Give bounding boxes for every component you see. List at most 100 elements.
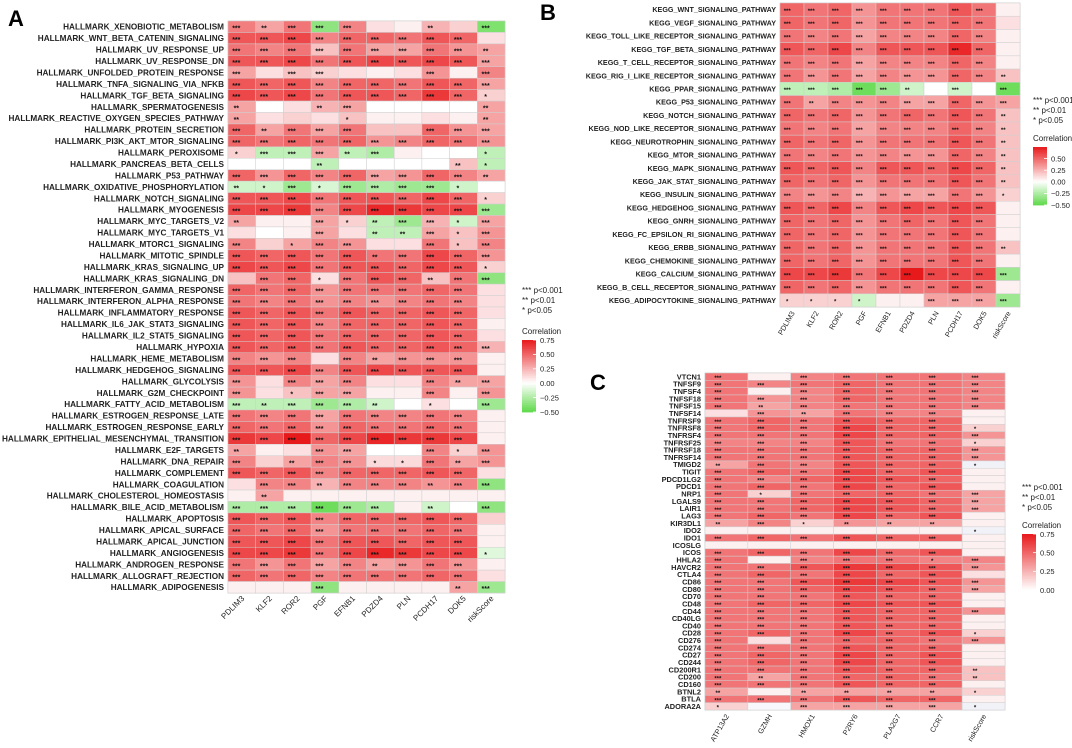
heatmap-cell xyxy=(393,112,423,125)
heatmap-cell xyxy=(747,372,791,381)
significance-label: *** xyxy=(856,220,864,226)
significance-label: *** xyxy=(1000,88,1008,94)
significance-label: *** xyxy=(929,413,937,419)
significance-label: * xyxy=(484,552,487,559)
heatmap-cell xyxy=(790,673,834,681)
significance-label: *** xyxy=(808,286,816,292)
heatmap-cell xyxy=(876,548,920,557)
row-label: CD27 xyxy=(682,651,701,660)
significance-label: *** xyxy=(232,83,240,90)
colorbar-tick-label: −0.50 xyxy=(1051,201,1070,210)
colorbar-tick-label: 0.25 xyxy=(1040,567,1055,576)
significance-label: *** xyxy=(315,369,323,376)
heatmap-cell xyxy=(833,402,877,410)
significance-label: *** xyxy=(454,129,462,136)
significance-label: *** xyxy=(808,75,816,81)
row-label: HALLMARK_KRAS_SIGNALING_UP xyxy=(84,263,225,272)
heatmap-cell xyxy=(790,599,834,608)
significance-label: *** xyxy=(232,254,240,261)
colorbar-segment xyxy=(1033,177,1047,180)
column-label: KLF2 xyxy=(804,310,820,329)
significance-label: *** xyxy=(482,83,490,90)
significance-label: *** xyxy=(343,37,351,44)
significance-label: *** xyxy=(714,486,722,492)
significance-label: *** xyxy=(757,669,765,675)
significance-label: *** xyxy=(971,391,979,397)
heatmap-cell xyxy=(310,100,340,113)
row-label: CD200R1 xyxy=(669,665,701,674)
significance-label: ** xyxy=(1001,128,1006,134)
row-label: HALLMARK_HYPOXIA xyxy=(136,343,224,352)
significance-label: *** xyxy=(260,575,268,582)
significance-label: *** xyxy=(426,48,434,55)
heatmap-cell xyxy=(790,665,834,674)
heatmap-cell xyxy=(961,504,1006,513)
heatmap-cell xyxy=(477,489,506,502)
row-label: HALLMARK_OXIDATIVE_PHOSPHORYLATION xyxy=(43,183,224,192)
heatmap-cell xyxy=(747,526,791,535)
heatmap-cell xyxy=(833,658,877,667)
colorbar-segment xyxy=(522,365,536,368)
heatmap-cell xyxy=(833,629,877,637)
heatmap-cell xyxy=(747,387,791,396)
significance-label: *** xyxy=(714,596,722,602)
heatmap-cell xyxy=(227,581,256,594)
heatmap-cell xyxy=(919,570,963,579)
significance-label: *** xyxy=(426,300,434,307)
heatmap-cell xyxy=(833,533,877,542)
colorbar-segment xyxy=(1022,563,1036,566)
heatmap-cell xyxy=(961,446,1006,454)
significance-label: *** xyxy=(454,140,462,147)
heatmap-cell xyxy=(366,238,395,251)
significance-label: *** xyxy=(929,493,937,499)
significance-label: *** xyxy=(929,420,937,426)
significance-label: *** xyxy=(904,101,912,107)
heatmap-cell xyxy=(393,375,423,388)
significance-label: *** xyxy=(757,442,765,448)
heatmap-cell xyxy=(747,680,791,689)
heatmap-cell xyxy=(255,375,284,388)
significance-label: *** xyxy=(757,383,765,389)
significance-label: *** xyxy=(288,369,296,376)
row-label: TNFRSF4 xyxy=(668,431,702,440)
heatmap-cell xyxy=(283,455,312,468)
heatmap-cell xyxy=(747,431,791,440)
significance-label: *** xyxy=(880,35,888,41)
significance-label: *** xyxy=(880,154,888,160)
significance-label: ** xyxy=(973,669,978,675)
significance-label: *** xyxy=(398,483,406,490)
significance-label: *** xyxy=(398,517,406,524)
significance-label: *** xyxy=(371,369,379,376)
panel-letter: A xyxy=(8,6,24,31)
significance-label: *** xyxy=(843,479,851,485)
significance-label: *** xyxy=(343,186,351,193)
heatmap-cell xyxy=(747,687,791,696)
significance-label: *** xyxy=(371,300,379,307)
significance-label: *** xyxy=(886,618,894,624)
significance-label: *** xyxy=(343,517,351,524)
significance-label: *** xyxy=(232,300,240,307)
colorbar-segment xyxy=(1033,173,1047,175)
significance-label: *** xyxy=(832,194,840,200)
significance-label: *** xyxy=(454,300,462,307)
significance-label: *** xyxy=(371,48,379,55)
significance-label: *** xyxy=(398,369,406,376)
heatmap-cell xyxy=(704,460,749,469)
significance-label: *** xyxy=(260,174,268,181)
significance-label: ** xyxy=(400,231,406,238)
significance-label: * xyxy=(810,300,813,306)
colorbar-segment xyxy=(522,403,536,406)
colorbar-segment xyxy=(522,404,536,407)
heatmap-cell xyxy=(876,460,920,469)
colorbar-segment xyxy=(1033,191,1047,194)
heatmap-cell xyxy=(477,432,506,445)
heatmap-cell xyxy=(747,511,791,520)
significance-label: *** xyxy=(232,346,240,353)
significance-label: *** xyxy=(976,273,984,279)
significance-label: ** xyxy=(801,413,806,419)
heatmap-cell xyxy=(961,526,1006,535)
row-label: HALLMARK_APOPTOSIS xyxy=(125,515,224,524)
significance-label: *** xyxy=(904,154,912,160)
heatmap-cell xyxy=(477,546,506,559)
significance-label: *** xyxy=(426,60,434,67)
